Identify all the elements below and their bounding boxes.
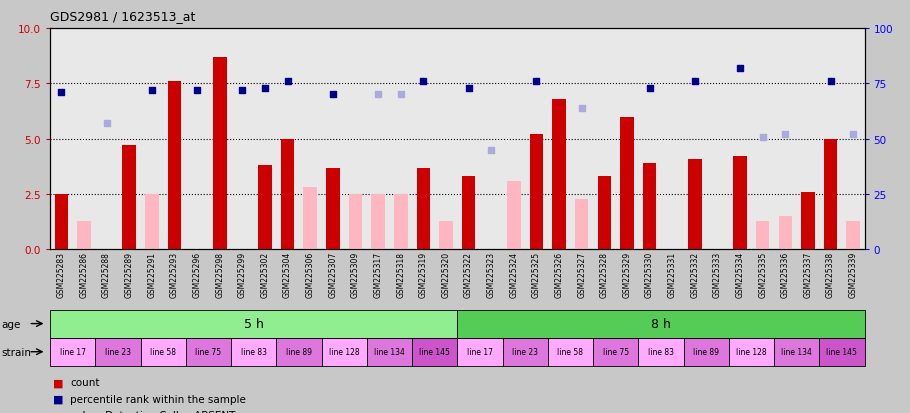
- Bar: [598, 177, 612, 250]
- Text: ■: ■: [53, 377, 64, 387]
- Point: [393, 92, 408, 98]
- Bar: [349, 195, 362, 250]
- Point: [258, 85, 272, 92]
- Text: ■: ■: [53, 411, 64, 413]
- Text: line 58: line 58: [150, 347, 177, 356]
- Text: strain: strain: [2, 347, 32, 357]
- Point: [733, 65, 747, 72]
- Text: line 145: line 145: [420, 347, 450, 356]
- Point: [416, 78, 430, 85]
- Text: line 17: line 17: [467, 347, 493, 356]
- Point: [99, 121, 114, 127]
- Bar: [440, 221, 453, 250]
- Text: line 134: line 134: [374, 347, 405, 356]
- Bar: [145, 195, 158, 250]
- Point: [530, 78, 544, 85]
- Text: line 83: line 83: [240, 347, 267, 356]
- Point: [235, 88, 249, 94]
- Bar: [756, 221, 770, 250]
- Text: count: count: [70, 377, 99, 387]
- Text: line 75: line 75: [196, 347, 221, 356]
- Bar: [621, 117, 633, 250]
- Point: [755, 134, 770, 140]
- Point: [54, 90, 68, 96]
- Bar: [281, 140, 295, 250]
- Text: 8 h: 8 h: [651, 317, 671, 330]
- Bar: [733, 157, 747, 250]
- Text: line 75: line 75: [602, 347, 629, 356]
- Bar: [371, 195, 385, 250]
- Text: line 128: line 128: [736, 347, 767, 356]
- Text: ■: ■: [53, 394, 64, 404]
- Point: [824, 78, 838, 85]
- Text: GDS2981 / 1623513_at: GDS2981 / 1623513_at: [50, 10, 196, 23]
- Text: line 23: line 23: [512, 347, 538, 356]
- Text: line 83: line 83: [648, 347, 674, 356]
- Text: line 58: line 58: [558, 347, 583, 356]
- Point: [484, 147, 499, 154]
- Text: line 17: line 17: [60, 347, 86, 356]
- Bar: [801, 192, 814, 250]
- Bar: [688, 159, 702, 250]
- Text: value, Detection Call = ABSENT: value, Detection Call = ABSENT: [70, 411, 236, 413]
- Point: [778, 132, 793, 138]
- Bar: [123, 146, 136, 250]
- Point: [280, 78, 295, 85]
- Text: line 145: line 145: [826, 347, 857, 356]
- Bar: [507, 181, 521, 250]
- Bar: [55, 195, 68, 250]
- Bar: [167, 82, 181, 250]
- Bar: [642, 164, 656, 250]
- Bar: [258, 166, 272, 250]
- Bar: [394, 195, 408, 250]
- Bar: [417, 168, 430, 250]
- Point: [461, 85, 476, 92]
- Point: [190, 88, 205, 94]
- Bar: [303, 188, 317, 250]
- Bar: [552, 100, 566, 250]
- Point: [574, 105, 589, 112]
- Point: [145, 88, 159, 94]
- Bar: [846, 221, 860, 250]
- Text: percentile rank within the sample: percentile rank within the sample: [70, 394, 246, 404]
- Point: [370, 92, 385, 98]
- Point: [688, 78, 703, 85]
- Text: line 89: line 89: [286, 347, 312, 356]
- Bar: [461, 177, 475, 250]
- Text: line 89: line 89: [693, 347, 719, 356]
- Bar: [77, 221, 91, 250]
- Text: line 134: line 134: [781, 347, 812, 356]
- Bar: [824, 140, 837, 250]
- Bar: [213, 58, 227, 250]
- Point: [846, 132, 861, 138]
- Bar: [779, 217, 792, 250]
- Point: [326, 92, 340, 98]
- Text: line 128: line 128: [329, 347, 359, 356]
- Text: 5 h: 5 h: [244, 317, 264, 330]
- Text: line 23: line 23: [105, 347, 131, 356]
- Text: age: age: [2, 319, 21, 329]
- Bar: [530, 135, 543, 250]
- Point: [642, 85, 657, 92]
- Bar: [326, 168, 339, 250]
- Bar: [575, 199, 589, 250]
